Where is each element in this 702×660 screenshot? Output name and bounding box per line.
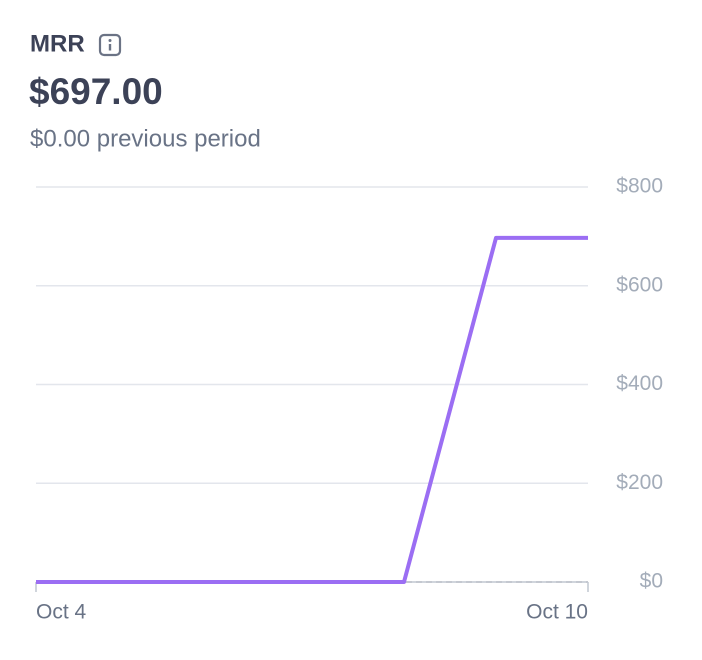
- y-tick-label: $600: [616, 273, 663, 296]
- x-tick-label: Oct 10: [526, 601, 588, 624]
- y-tick-label: $400: [616, 372, 663, 395]
- y-tick-label: $0: [640, 570, 663, 593]
- info-icon[interactable]: [98, 33, 122, 57]
- y-tick-label: $200: [616, 471, 663, 494]
- y-tick-label: $800: [616, 175, 663, 198]
- x-tick-label: Oct 4: [36, 601, 87, 624]
- series-line: [36, 235, 588, 584]
- headline-value: $697.00: [29, 71, 163, 112]
- subtitle: $0.00 previous period: [30, 125, 261, 152]
- chart-title: MRR: [30, 30, 85, 57]
